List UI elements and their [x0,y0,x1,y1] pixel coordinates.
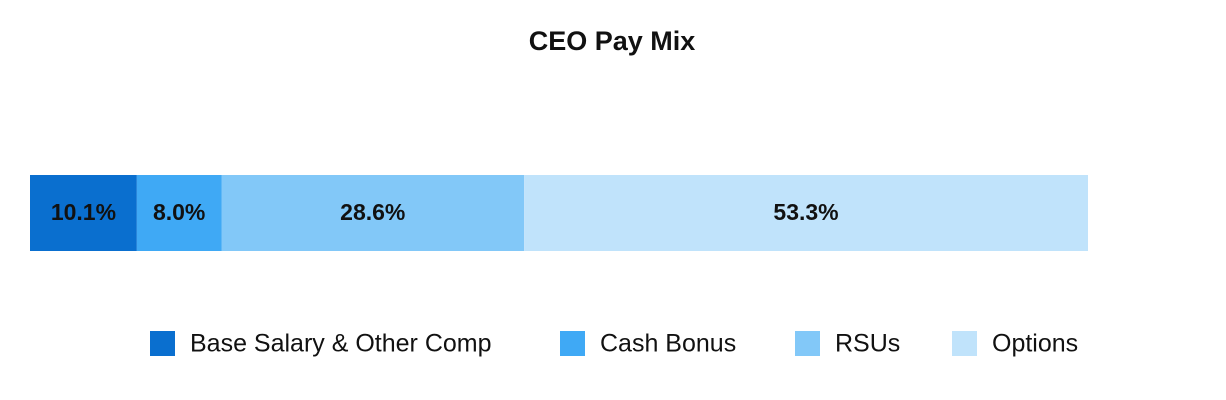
value-label: 8.0% [153,199,205,225]
value-label: 53.3% [773,199,838,225]
bar-segment [136,175,222,251]
value-label: 10.1% [51,199,116,225]
legend-label: Cash Bonus [600,330,736,358]
legend-label: RSUs [835,330,900,358]
value-label: 28.6% [340,199,405,225]
legend-swatch [560,331,585,356]
legend-label: Base Salary & Other Comp [190,330,492,358]
legend-label: Options [992,330,1078,358]
bar-segment [30,175,137,251]
legend-swatch [150,331,175,356]
bar-segment [524,175,1088,251]
chart-title: CEO Pay Mix [529,26,696,56]
bar-segment [221,175,525,251]
legend-swatch [952,331,977,356]
legend-swatch [795,331,820,356]
